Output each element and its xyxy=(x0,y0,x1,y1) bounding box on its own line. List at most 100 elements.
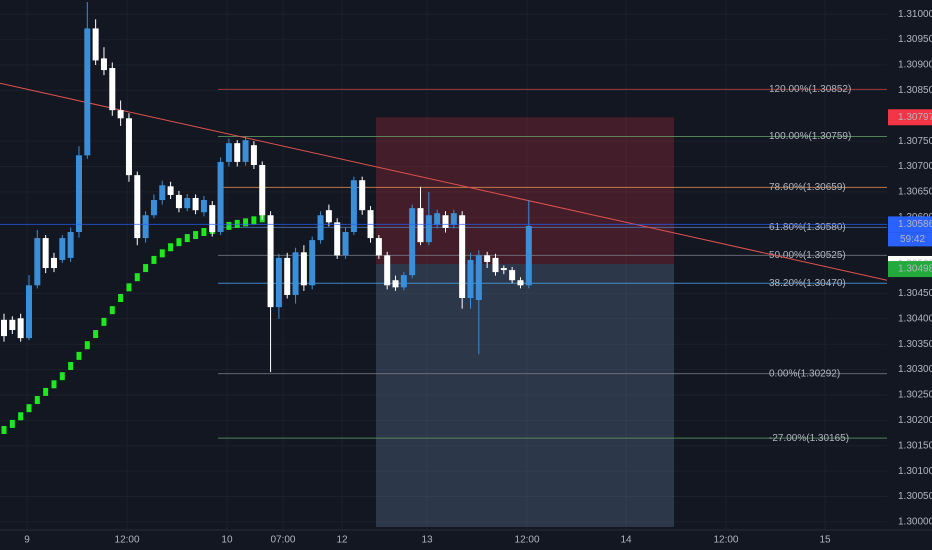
candle-body xyxy=(50,257,57,269)
candle-body xyxy=(300,252,307,286)
candle-body xyxy=(475,255,482,301)
candle-body xyxy=(150,200,157,216)
indicator-dot xyxy=(176,238,182,247)
price-tag-label: 1.30586 xyxy=(898,219,932,230)
y-tick-label: 1.30650 xyxy=(898,187,932,198)
y-tick-label: 1.30900 xyxy=(898,60,932,71)
indicator-dot xyxy=(26,404,32,413)
y-tick-label: 1.30750 xyxy=(898,136,932,147)
candle-body xyxy=(467,259,474,298)
x-tick-label: 15 xyxy=(819,535,831,546)
candle-body xyxy=(267,215,274,308)
candle-body xyxy=(67,232,74,258)
candle-body xyxy=(442,215,449,228)
candle-body xyxy=(92,28,99,61)
indicator-dot xyxy=(168,243,174,252)
candle-body xyxy=(0,319,7,337)
candle-body xyxy=(159,185,166,201)
candle-body xyxy=(484,255,491,262)
price-tag xyxy=(888,109,932,126)
fib-label: 120.00%(1.30852) xyxy=(769,84,851,95)
indicator-dot xyxy=(76,351,82,360)
candle-body xyxy=(250,145,257,165)
fib-label: 78.60%(1.30659) xyxy=(769,182,846,193)
trendline xyxy=(0,82,888,281)
candle-body xyxy=(234,143,241,162)
candle-body xyxy=(425,215,432,243)
candle-body xyxy=(517,280,524,286)
candle-body xyxy=(34,238,41,286)
indicator-dot xyxy=(184,234,190,243)
indicator-dot xyxy=(251,216,257,225)
indicator-dot xyxy=(34,396,40,405)
candle-body xyxy=(384,255,391,286)
y-tick-label: 1.30950 xyxy=(898,34,932,45)
candle-body xyxy=(309,240,316,286)
candle-body xyxy=(134,175,141,239)
countdown-label: 59:42 xyxy=(900,234,925,245)
indicator-dot xyxy=(1,425,7,434)
indicator-dot xyxy=(226,221,232,230)
candle-body xyxy=(450,213,457,225)
y-tick-label: 1.30850 xyxy=(898,85,932,96)
candle-body xyxy=(42,238,49,269)
candle-body xyxy=(209,205,216,233)
y-tick-label: 1.30100 xyxy=(898,466,932,477)
price-tag-label: 1.30797 xyxy=(898,112,932,123)
candle-body xyxy=(17,318,24,339)
candle-body xyxy=(125,118,132,176)
indicator-dot xyxy=(201,228,207,237)
candle-body xyxy=(334,222,341,256)
indicator-dot xyxy=(134,273,140,282)
candle-body xyxy=(200,200,207,213)
indicator-dot xyxy=(159,249,165,258)
indicator-dot xyxy=(93,330,99,339)
candle-body xyxy=(292,252,299,295)
x-tick-label: 12:00 xyxy=(515,535,540,546)
y-tick-label: 1.30250 xyxy=(898,390,932,401)
indicator-dot xyxy=(84,341,90,350)
candle-body xyxy=(142,215,149,239)
y-tick-label: 1.30150 xyxy=(898,440,932,451)
x-tick-label: 14 xyxy=(620,535,632,546)
candle-body xyxy=(417,208,424,243)
y-tick-label: 1.30700 xyxy=(898,161,932,172)
indicator-dot xyxy=(59,372,65,381)
target-zone xyxy=(376,263,674,527)
y-tick-label: 1.30300 xyxy=(898,364,932,375)
candle-body xyxy=(242,140,249,162)
candle-body xyxy=(409,208,416,276)
candle-body xyxy=(9,319,16,330)
y-tick-label: 1.30400 xyxy=(898,313,932,324)
indicator-dot xyxy=(234,219,240,228)
y-tick-label: 1.30450 xyxy=(898,288,932,299)
x-tick-label: 10 xyxy=(221,535,233,546)
indicator-dot xyxy=(43,387,49,396)
stop-zone xyxy=(376,117,674,264)
fib-label: 0.00%(1.30292) xyxy=(769,368,840,379)
candle-body xyxy=(492,257,499,273)
candle-body xyxy=(59,238,66,260)
candle-body xyxy=(175,194,182,209)
indicator-dot xyxy=(151,255,157,264)
fib-label: -27.00%(1.30165) xyxy=(769,433,849,444)
indicator-dot xyxy=(126,283,132,292)
candle-body xyxy=(109,68,116,111)
indicator-dot xyxy=(193,231,199,240)
y-tick-label: 1.30350 xyxy=(898,339,932,350)
candle-body xyxy=(325,210,332,223)
indicator-dot xyxy=(118,293,124,302)
price-tag xyxy=(888,216,932,233)
y-tick-label: 1.30050 xyxy=(898,491,932,502)
x-tick-label: 9 xyxy=(24,535,30,546)
countdown-box xyxy=(888,232,932,247)
indicator-dot xyxy=(143,264,149,273)
candle-body xyxy=(284,257,291,295)
indicator-dot xyxy=(109,306,115,315)
candle-body xyxy=(84,28,91,156)
fib-label: 38.20%(1.30470) xyxy=(769,278,846,289)
candle-body xyxy=(375,238,382,256)
candle-body xyxy=(225,143,232,162)
